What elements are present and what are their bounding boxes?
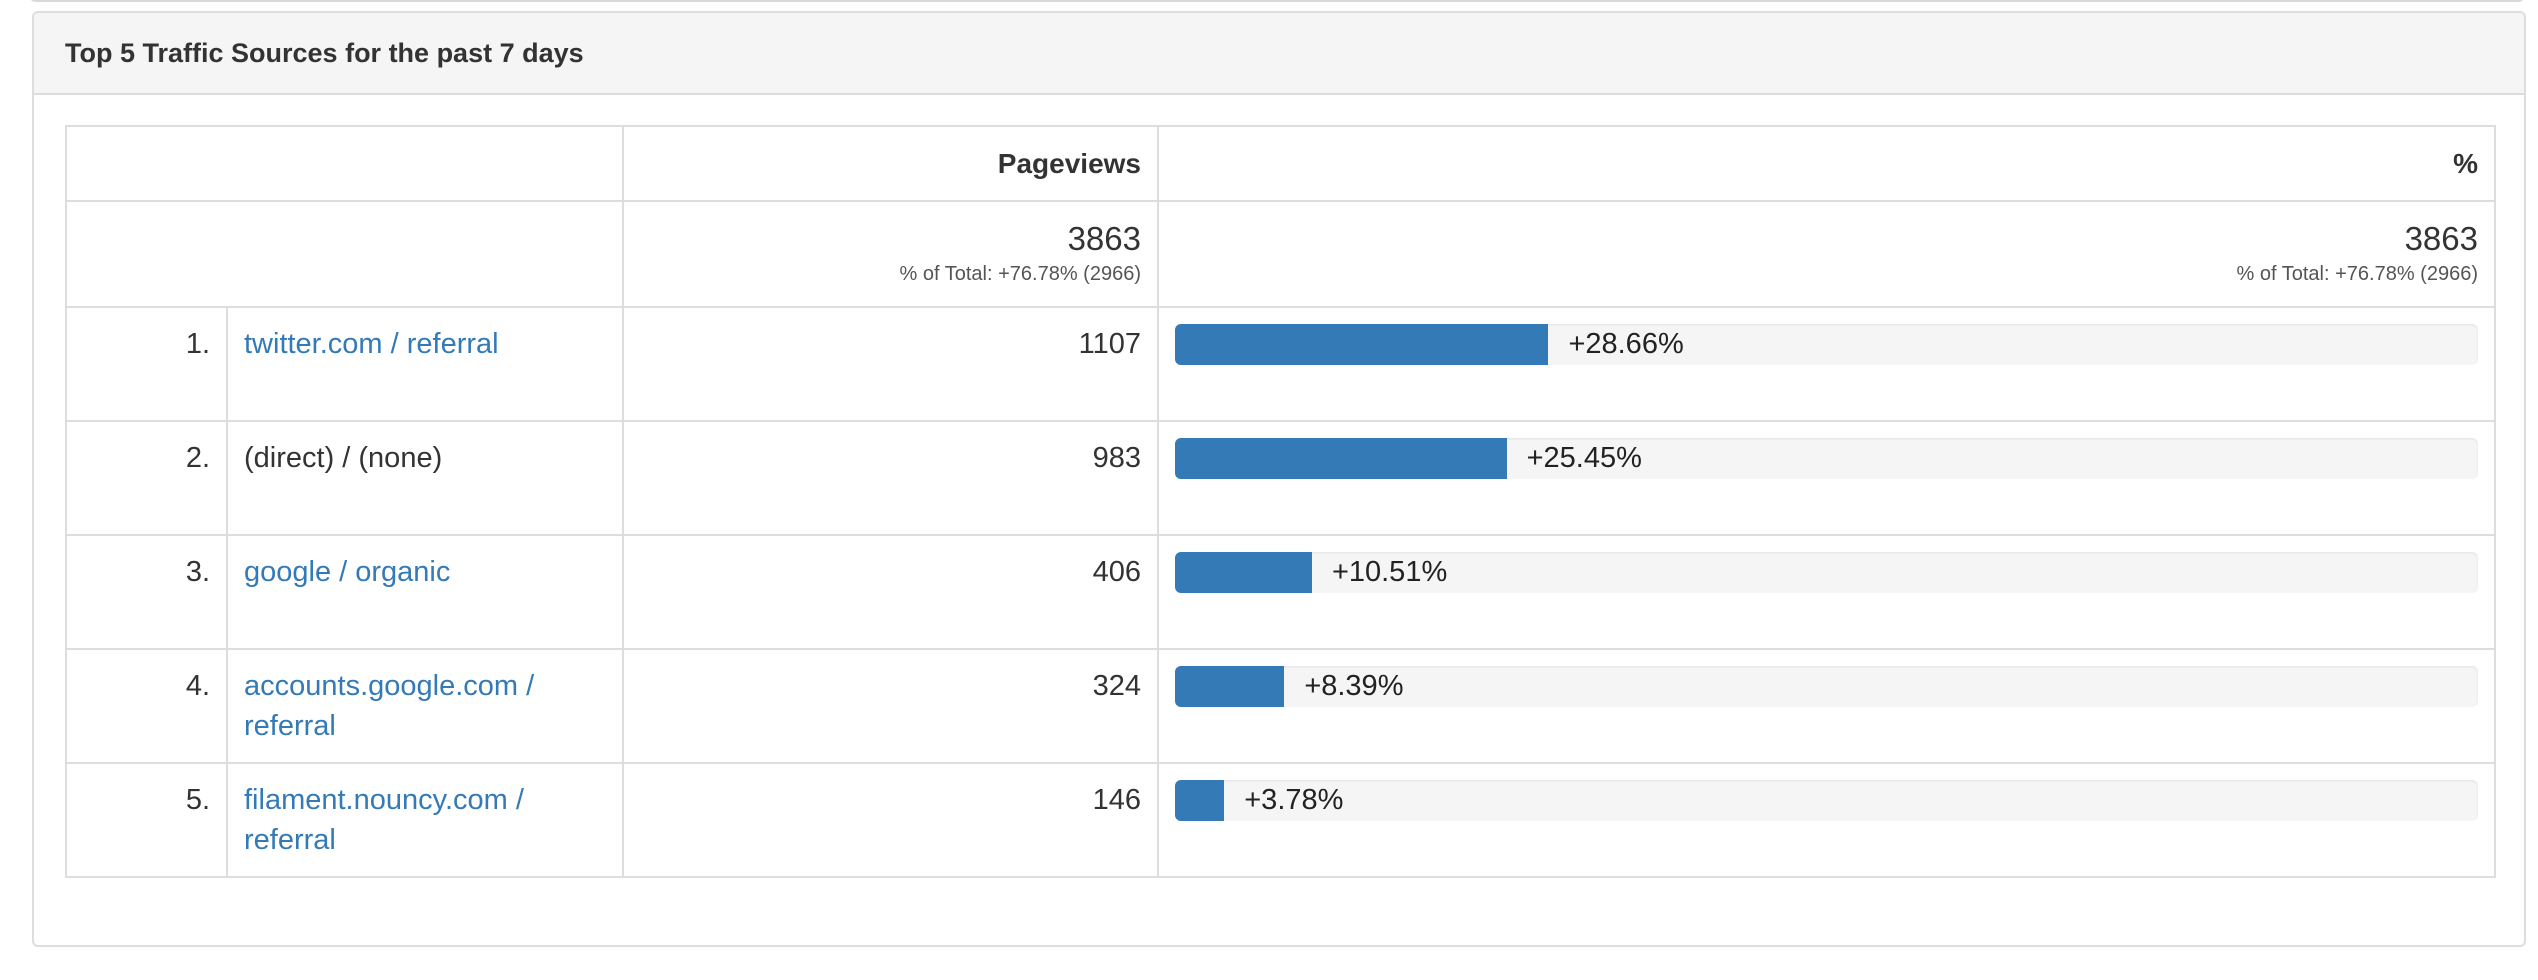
progress-bar-track: +28.66% bbox=[1175, 324, 2478, 365]
header-pageviews: Pageviews bbox=[622, 125, 1159, 202]
source-link[interactable]: accounts.google.com / referral bbox=[244, 670, 535, 742]
percent-cell: +8.39% bbox=[1157, 648, 2496, 764]
pageviews-cell: 324 bbox=[622, 648, 1159, 764]
progress-bar-track: +10.51% bbox=[1175, 552, 2478, 593]
percent-label: +25.45% bbox=[1526, 442, 1642, 474]
total-percent-subtext: % of Total: +76.78% (2966) bbox=[2236, 263, 2478, 285]
percent-label: +28.66% bbox=[1568, 328, 1684, 360]
rank-cell: 4. bbox=[65, 648, 228, 764]
pageviews-cell: 146 bbox=[622, 762, 1159, 878]
percent-cell: +3.78% bbox=[1157, 762, 2496, 878]
source-cell: filament.nouncy.com / referral bbox=[226, 762, 624, 878]
progress-bar-track: +8.39% bbox=[1175, 666, 2478, 707]
percent-label: +3.78% bbox=[1244, 784, 1344, 816]
rank-cell: 3. bbox=[65, 534, 228, 650]
rank-cell: 5. bbox=[65, 762, 228, 878]
table-row: 5. filament.nouncy.com / referral 146 +3.78… bbox=[65, 762, 2496, 878]
total-percent-value: 3863 bbox=[2404, 220, 2478, 257]
table-row: 1. twitter.com / referral 1107 +28.66% bbox=[65, 306, 2496, 422]
percent-label: +8.39% bbox=[1304, 670, 1404, 702]
progress-bar-fill bbox=[1175, 780, 1225, 821]
progress-bar-fill bbox=[1175, 324, 1549, 365]
totals-row: 3863 % of Total: +76.78% (2966) 3863 % o… bbox=[65, 200, 2496, 308]
source-link[interactable]: twitter.com / referral bbox=[244, 328, 499, 360]
progress-bar-track: +3.78% bbox=[1175, 780, 2478, 821]
source-cell: google / organic bbox=[226, 534, 624, 650]
header-percent: % bbox=[1157, 125, 2496, 202]
traffic-sources-panel: Top 5 Traffic Sources for the past 7 day… bbox=[32, 11, 2526, 947]
source-link[interactable]: google / organic bbox=[244, 556, 451, 588]
table-header-row: Pageviews % bbox=[65, 125, 2496, 202]
percent-cell: +10.51% bbox=[1157, 534, 2496, 650]
traffic-sources-table: Pageviews % 3863 % of Total: +76.78% (29… bbox=[65, 125, 2496, 878]
percent-cell: +28.66% bbox=[1157, 306, 2496, 422]
header-source bbox=[65, 125, 624, 202]
totals-pageviews-cell: 3863 % of Total: +76.78% (2966) bbox=[622, 200, 1159, 308]
source-cell: (direct) / (none) bbox=[226, 420, 624, 536]
totals-percent-cell: 3863 % of Total: +76.78% (2966) bbox=[1157, 200, 2496, 308]
percent-cell: +25.45% bbox=[1157, 420, 2496, 536]
pageviews-cell: 1107 bbox=[622, 306, 1159, 422]
panel-title: Top 5 Traffic Sources for the past 7 day… bbox=[65, 37, 584, 68]
percent-label: +10.51% bbox=[1331, 556, 1448, 588]
progress-bar-track: +25.45% bbox=[1175, 438, 2478, 479]
table-row: 4. accounts.google.com / referral 324 +8.39… bbox=[65, 648, 2496, 764]
table-row: 2. (direct) / (none) 983 +25.45% bbox=[65, 420, 2496, 536]
totals-label-cell bbox=[65, 200, 624, 308]
rank-cell: 1. bbox=[65, 306, 228, 422]
source-label: (direct) / (none) bbox=[244, 442, 443, 474]
progress-bar-fill bbox=[1175, 666, 1285, 707]
source-link[interactable]: filament.nouncy.com / referral bbox=[244, 784, 524, 856]
panel-heading: Top 5 Traffic Sources for the past 7 day… bbox=[34, 13, 2524, 95]
total-pageviews-subtext: % of Total: +76.78% (2966) bbox=[899, 263, 1141, 285]
table-row: 3. google / organic 406 +10.51% bbox=[65, 534, 2496, 650]
progress-bar-fill bbox=[1175, 438, 1507, 479]
progress-bar-fill bbox=[1175, 552, 1312, 593]
pageviews-cell: 406 bbox=[622, 534, 1159, 650]
source-cell: twitter.com / referral bbox=[226, 306, 624, 422]
previous-panel-edge bbox=[30, 0, 2524, 2]
source-cell: accounts.google.com / referral bbox=[226, 648, 624, 764]
pageviews-cell: 983 bbox=[622, 420, 1159, 536]
total-pageviews-value: 3863 bbox=[1067, 220, 1141, 257]
rank-cell: 2. bbox=[65, 420, 228, 536]
